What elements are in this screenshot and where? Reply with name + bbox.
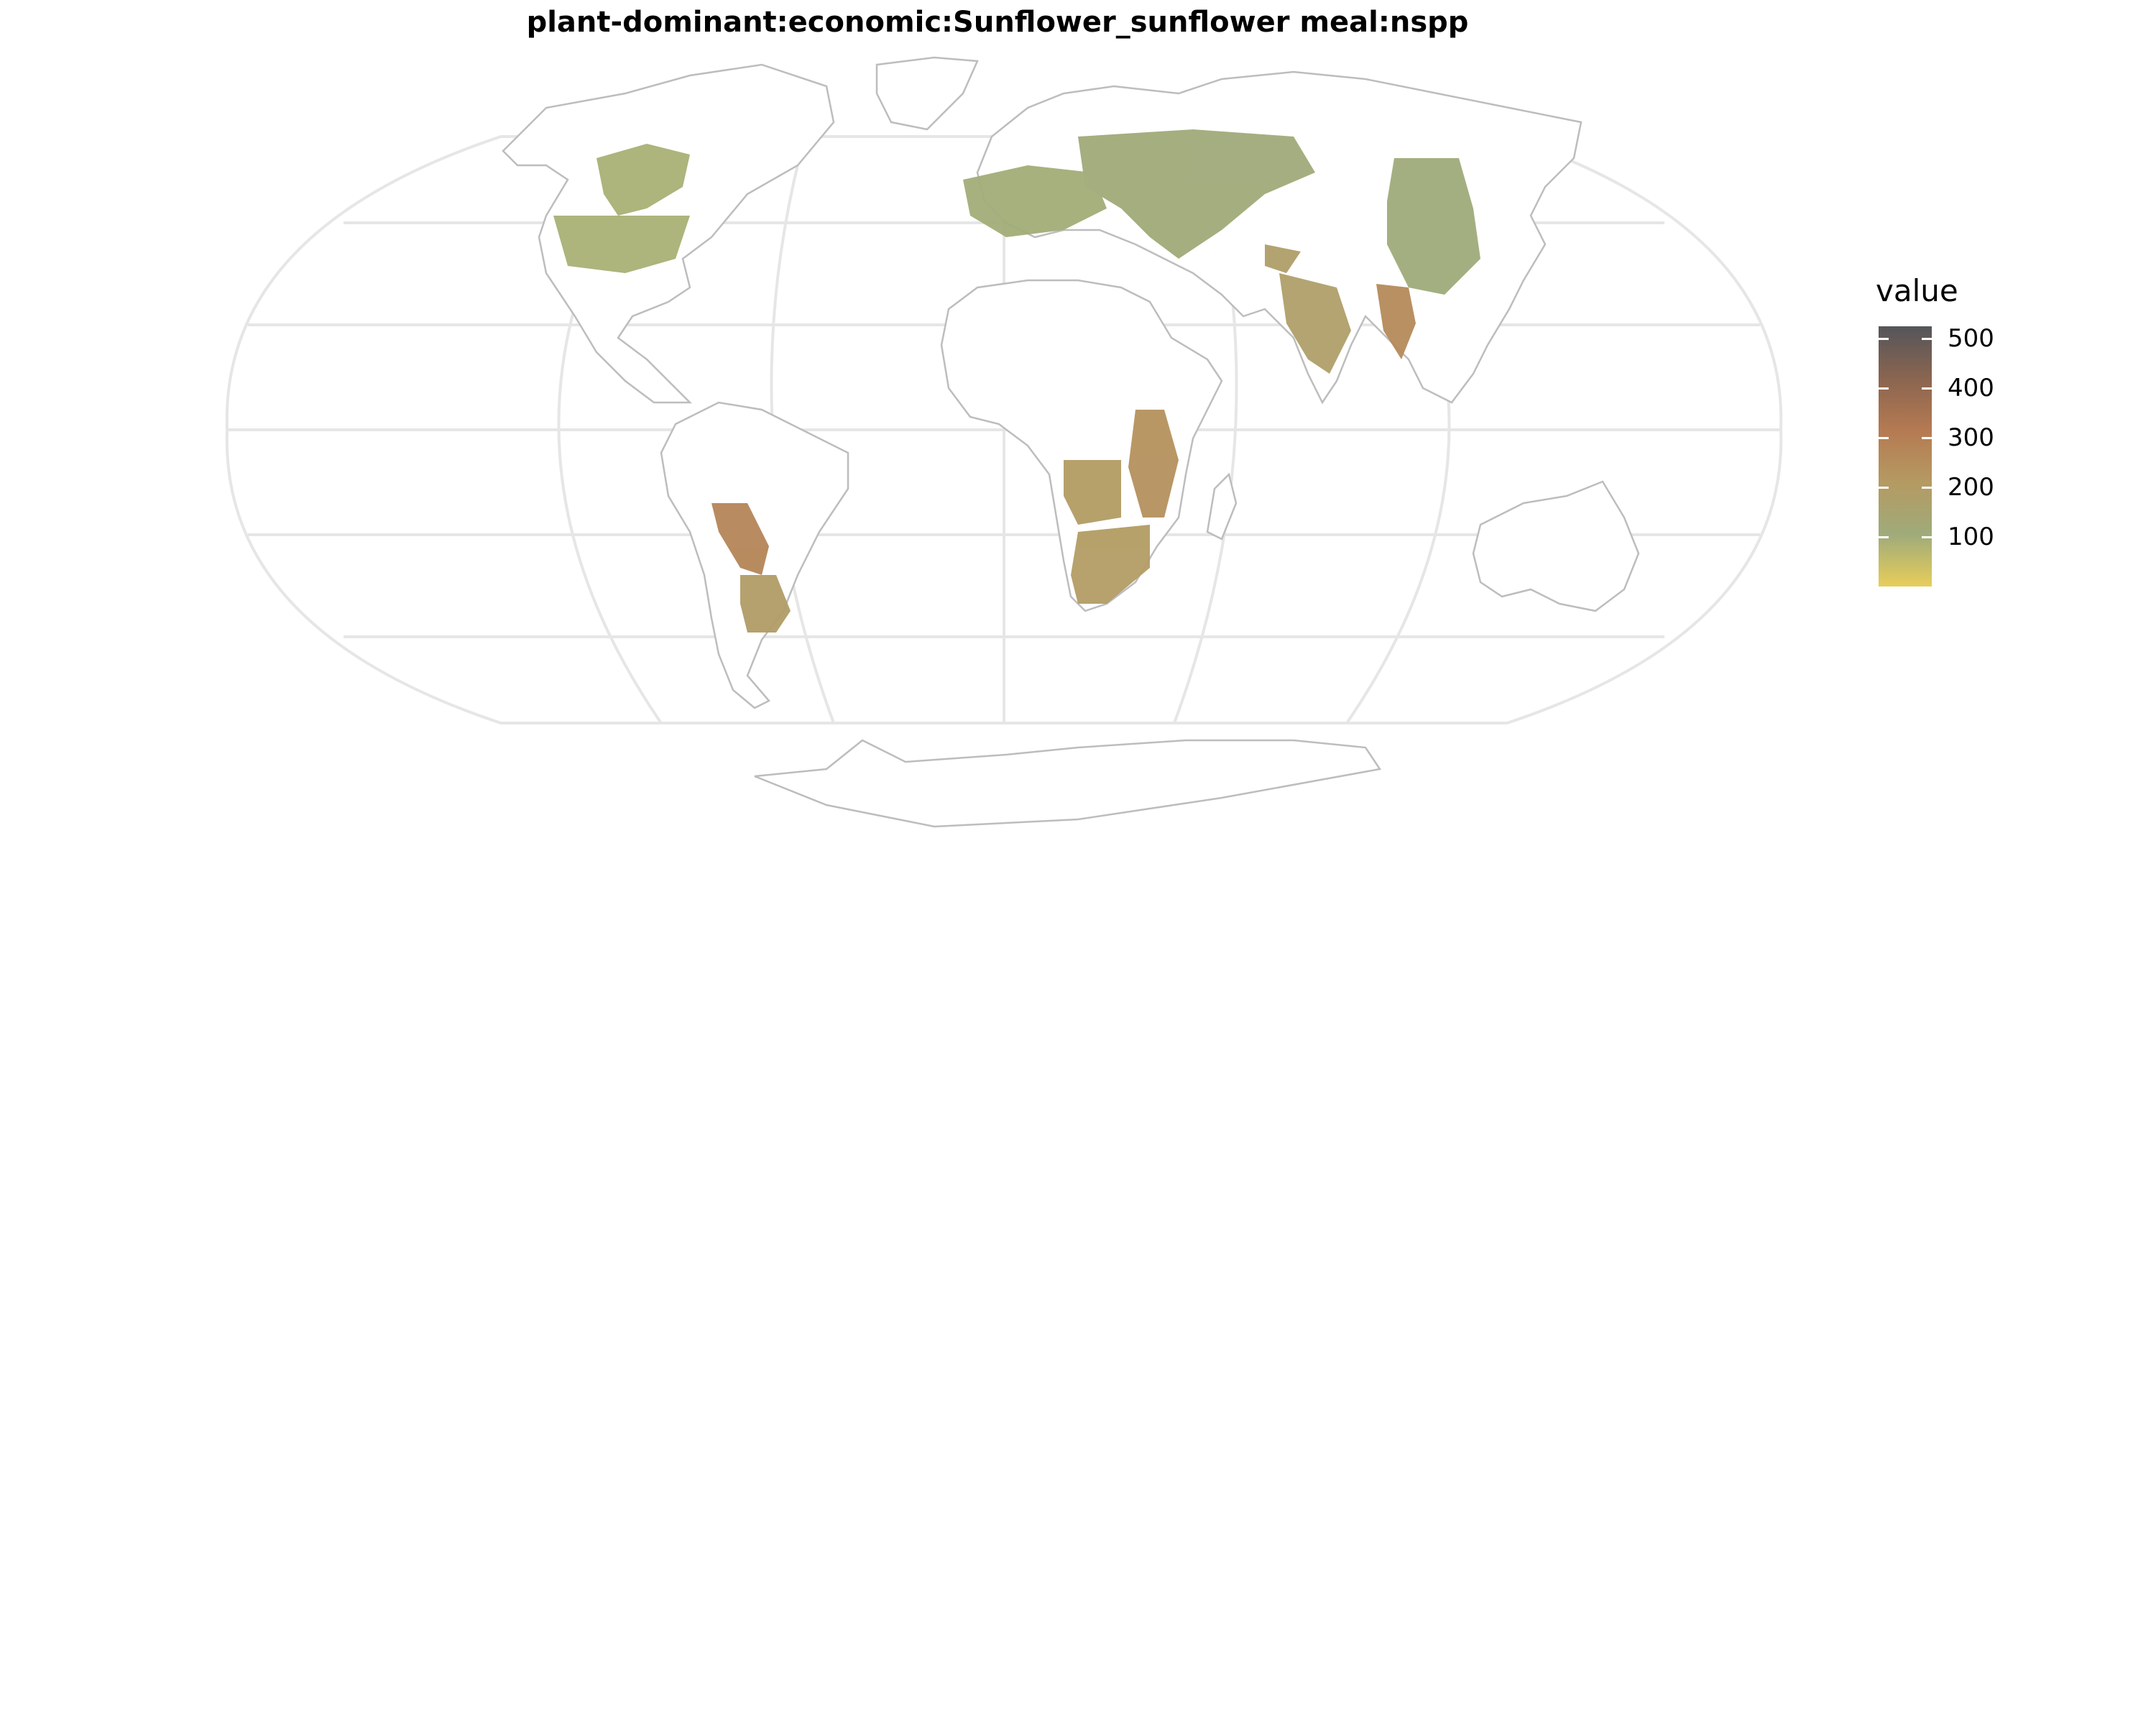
legend-tick-mark (1879, 437, 1889, 440)
data-region-north-america-plains (553, 216, 690, 273)
land-africa (940, 279, 1223, 612)
legend-tick-mark (1879, 487, 1889, 489)
data-region-east-africa (1128, 410, 1179, 518)
data-region-southern-africa (1064, 460, 1121, 525)
data-region-south-america-gran-chaco (711, 503, 769, 575)
legend-tick-label: 200 (1948, 473, 1994, 502)
legend-tick-mark (1922, 387, 1932, 390)
legend-tick-label: 400 (1948, 374, 1994, 403)
land-antarctica (754, 739, 1382, 828)
legend-tick-mark (1922, 487, 1932, 489)
data-region-south-asia (1265, 244, 1301, 273)
data-region-russia-central-asia (1078, 129, 1315, 259)
legend-tick-mark (1922, 437, 1932, 440)
data-region-east-asia (1387, 158, 1480, 295)
legend-tick-label: 100 (1948, 523, 1994, 552)
legend-title: value (1876, 273, 1958, 308)
data-region-south-asia (1279, 273, 1351, 374)
world-map (225, 56, 1783, 828)
land-greenland (875, 56, 979, 131)
legend-tick-mark (1922, 338, 1932, 341)
map-title: plant-dominant:economic:Sunflower_sunflo… (526, 6, 1469, 39)
legend-tick-label: 300 (1948, 423, 1994, 453)
legend-tick-label: 500 (1948, 324, 1994, 354)
data-region-north-america-plains (596, 144, 690, 216)
legend-tick-mark (1879, 338, 1889, 341)
data-region-europe (963, 165, 1107, 237)
land-australia (1472, 480, 1640, 612)
legend-tick-mark (1879, 536, 1889, 539)
data-region-argentina-pampas (740, 575, 791, 632)
land-madagascar (1206, 472, 1238, 540)
data-region-southern-africa (1071, 525, 1150, 604)
legend-tick-mark (1879, 387, 1889, 390)
legend: value 500 400 300 200 100 (1876, 273, 2063, 604)
graticule-outline (225, 135, 1783, 724)
data-regions (553, 129, 1480, 632)
legend-tick-mark (1922, 536, 1932, 539)
data-region-myanmar (1376, 284, 1416, 359)
legend-colorbar (1879, 326, 1932, 586)
